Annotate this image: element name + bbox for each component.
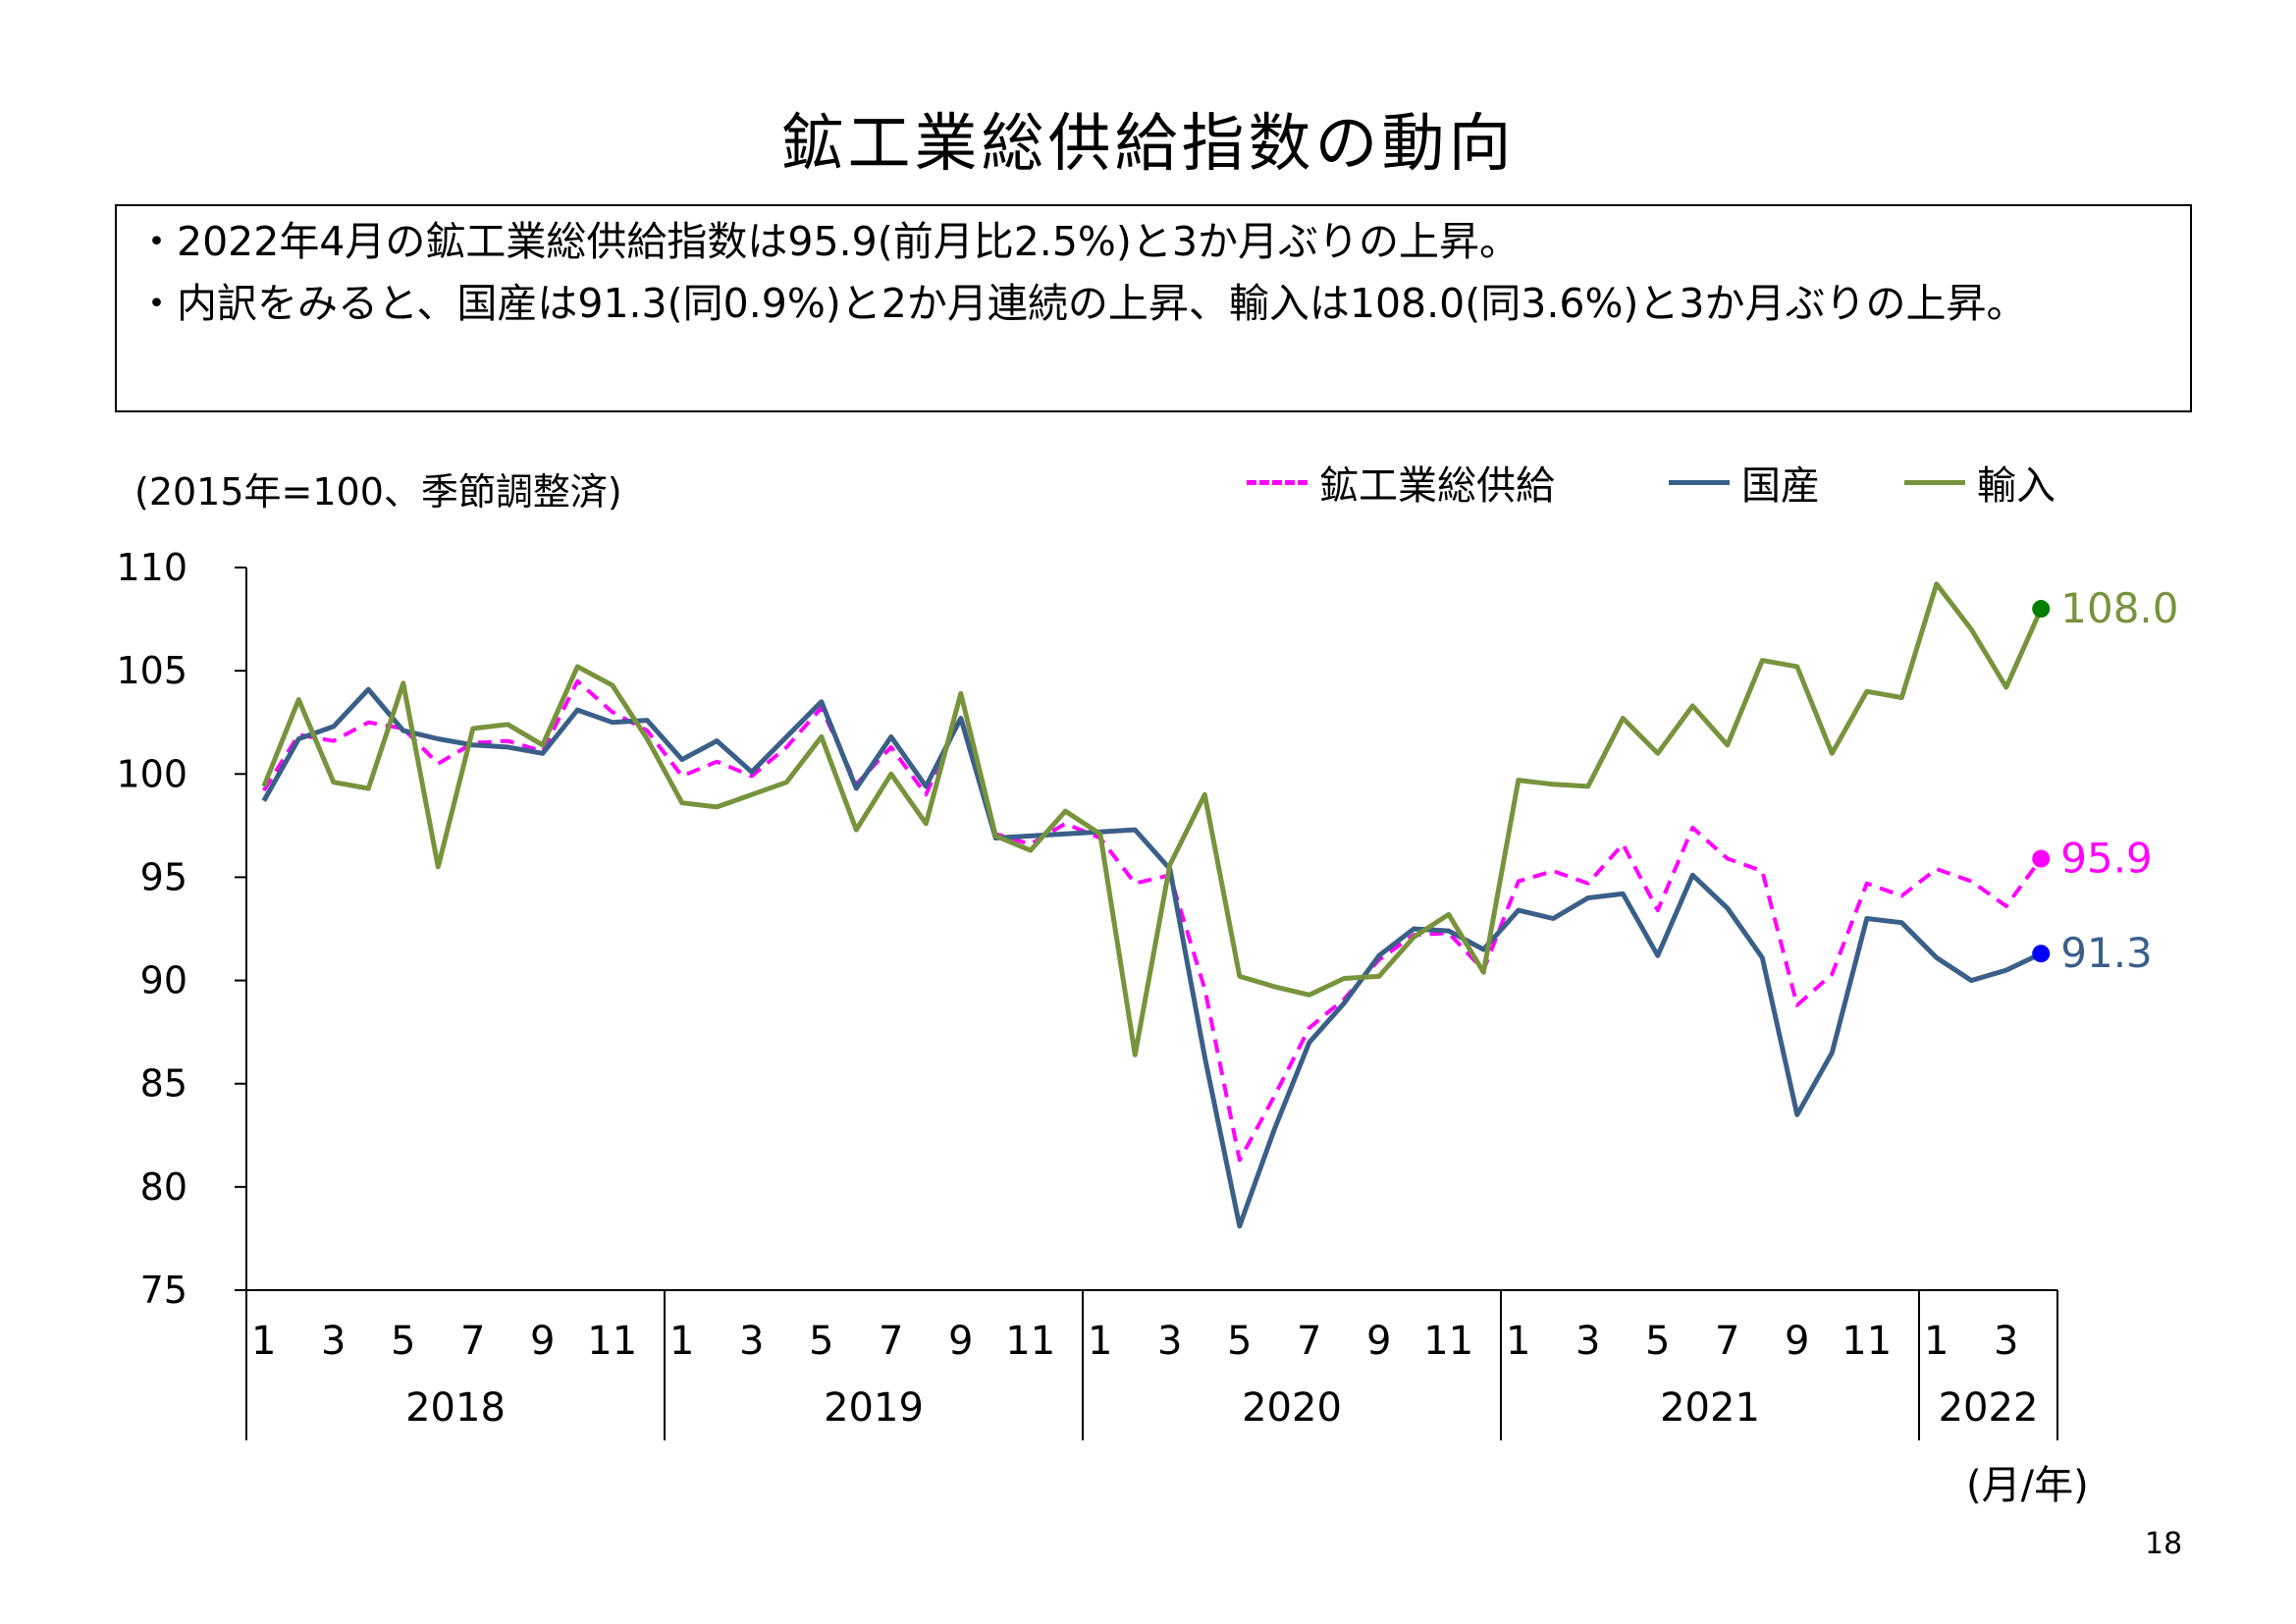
month-tick-label: 9: [530, 1319, 555, 1364]
end-value-label-1: 91.3: [2060, 929, 2153, 977]
month-tick-label: 11: [587, 1319, 637, 1364]
y-tick-label: 80: [140, 1165, 187, 1209]
month-tick-label: 7: [460, 1319, 485, 1364]
summary-line-1: ・2022年4月の鉱工業総供給指数は95.9(前月比2.5%)と3か月ぶりの上昇…: [136, 218, 1520, 265]
legend-item-import: 輸入: [1904, 454, 2056, 511]
month-tick-label: 1: [1506, 1319, 1530, 1364]
month-tick-label: 7: [1715, 1319, 1739, 1364]
month-tick-label: 3: [321, 1319, 346, 1364]
month-tick-label: 5: [391, 1319, 415, 1364]
end-value-label-0: 95.9: [2060, 835, 2153, 883]
month-tick-label: 9: [948, 1319, 973, 1364]
month-tick-label: 11: [1423, 1319, 1473, 1364]
month-tick-label: 9: [1366, 1319, 1391, 1364]
x-unit-label: (月/年): [1966, 1463, 2089, 1508]
month-tick-label: 11: [1842, 1319, 1892, 1364]
month-tick-label: 1: [251, 1319, 276, 1364]
year-label: 2021: [1660, 1385, 1760, 1431]
month-tick-label: 3: [1575, 1319, 1600, 1364]
month-tick-label: 7: [879, 1319, 903, 1364]
y-tick-label: 85: [140, 1062, 187, 1106]
page-title: 鉱工業総供給指数の動向: [780, 108, 1516, 181]
y-tick-label: 100: [116, 752, 187, 795]
end-point-marker-1: [2032, 945, 2051, 963]
legend-label-import: 輸入: [1977, 463, 2056, 509]
end-value-label-2: 108.0: [2060, 584, 2178, 632]
legend-label-domestic: 国産: [1741, 463, 1820, 509]
y-tick-label: 105: [116, 649, 187, 692]
legend-swatch-domestic: [1669, 479, 1730, 485]
legend-item-domestic: 国産: [1669, 454, 1820, 511]
legend-swatch-total: [1247, 479, 1308, 485]
month-tick-label: 7: [1297, 1319, 1321, 1364]
legend-item-total: 鉱工業総供給: [1247, 454, 1555, 511]
month-tick-label: 11: [1005, 1319, 1055, 1364]
y-tick-label: 90: [140, 959, 187, 1002]
series-line-1: [261, 686, 2043, 1229]
year-label: 2020: [1242, 1385, 1342, 1431]
series-line-2: [261, 581, 2044, 1057]
year-label: 2018: [405, 1385, 506, 1431]
y-tick-label: 110: [116, 546, 187, 589]
summary-line-2: ・内訳をみると、国産は91.3(同0.9%)と2か月連続の上昇、輸入は108.0…: [136, 280, 2027, 327]
month-tick-label: 5: [1227, 1319, 1252, 1364]
month-tick-label: 3: [1994, 1319, 2018, 1364]
y-unit-label: (2015年=100、季節調整済): [134, 470, 622, 514]
series-line-0: [262, 678, 2043, 1163]
month-tick-label: 1: [1924, 1319, 1949, 1364]
end-point-marker-0: [2032, 849, 2051, 868]
month-tick-label: 5: [1645, 1319, 1670, 1364]
year-label: 2019: [824, 1385, 924, 1431]
month-tick-label: 3: [739, 1319, 764, 1364]
end-point-marker-2: [2032, 600, 2051, 619]
legend-label-total: 鉱工業総供給: [1319, 463, 1555, 509]
legend-swatch-import: [1904, 479, 1965, 485]
page-number: 18: [2145, 1527, 2183, 1561]
month-tick-label: 1: [1088, 1319, 1112, 1364]
month-tick-label: 9: [1785, 1319, 1809, 1364]
year-label: 2022: [1939, 1385, 2039, 1431]
summary-box: ・2022年4月の鉱工業総供給指数は95.9(前月比2.5%)と3か月ぶりの上昇…: [115, 204, 2192, 412]
month-tick-label: 3: [1157, 1319, 1182, 1364]
y-tick-label: 95: [140, 855, 187, 898]
y-tick-label: 75: [140, 1269, 187, 1312]
month-tick-label: 1: [669, 1319, 694, 1364]
month-tick-label: 5: [809, 1319, 833, 1364]
